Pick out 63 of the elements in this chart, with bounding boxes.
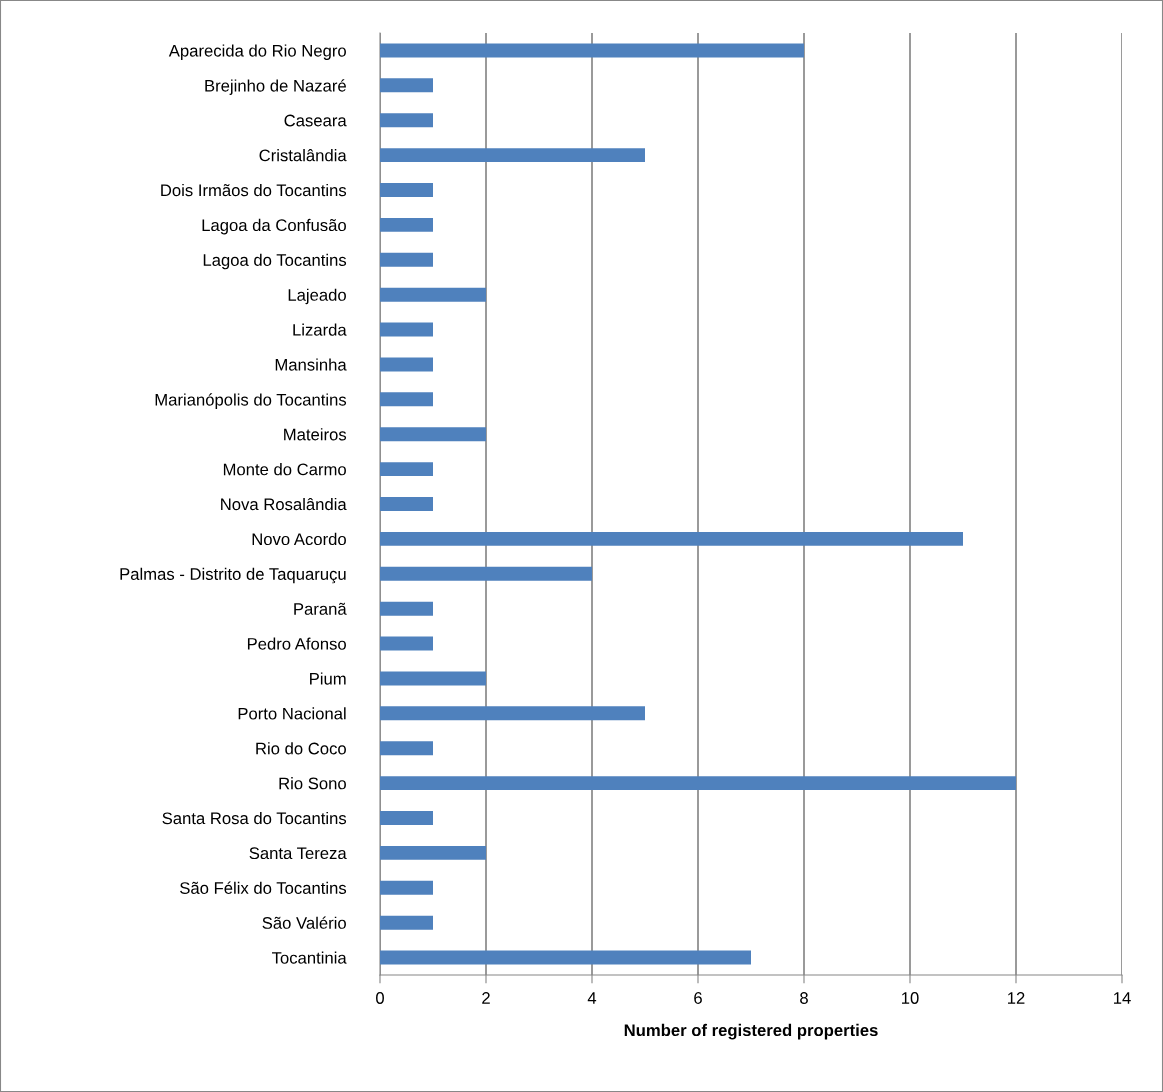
y-tick-label: Santa Tereza [249,847,347,860]
bar [380,706,645,721]
bar [380,148,645,163]
y-tick-label: Novo Acordo [252,532,346,546]
x-axis-title: Number of registered properties [624,1023,878,1040]
y-tick-label: Lizarda [293,323,347,336]
y-tick-label: Mateiros [284,428,347,441]
y-tick-label: Dois Irmãos do Tocantins [161,183,347,197]
bar [380,601,433,616]
y-tick-label: Mansinha [275,358,347,371]
bar [380,915,433,930]
bar [380,566,592,581]
y-tick-label: Rio do Coco [256,742,346,755]
bar [380,811,433,825]
bar [380,217,433,232]
x-tick-label: 0 [376,992,384,1004]
bar [380,113,433,128]
x-tick-label: 12 [1008,992,1025,1004]
bar [380,462,433,477]
bar [380,497,433,511]
x-tick-label: 6 [694,992,702,1004]
bar [380,392,433,407]
bar [380,845,486,860]
y-tick-label: São Valério [262,916,346,929]
bar [380,776,1016,791]
y-tick-label: Brejinho de Nazaré [205,79,346,95]
y-tick-label: Nova Rosalândia [221,497,347,511]
y-tick-label: São Félix do Tocantins [180,881,347,894]
bar [380,671,486,686]
y-tick-label: Lagoa da Confusão [202,218,346,235]
bar [380,78,433,93]
y-tick-label: Palmas - Distrito de Taquaruçu [120,567,346,584]
bar [380,741,433,756]
y-tick-label: Cristalândia [259,149,347,162]
y-tick-label: Pium [310,672,346,685]
y-tick-label: Tocantinia [272,951,347,964]
bar [380,950,751,965]
y-tick-label: Rio Sono [279,777,346,790]
y-tick-label: Aparecida do Rio Negro [168,44,346,60]
y-tick-label: Lagoa do Tocantins [203,253,347,270]
bar [380,636,433,651]
bar [380,880,433,895]
x-tick-label: 4 [587,992,597,1004]
bar [380,252,433,267]
y-tick-label: Marianópolis do Tocantins [155,393,347,409]
bar [380,427,486,442]
bar [380,183,433,197]
bar [380,43,804,58]
x-tick-label: 2 [482,992,490,1004]
x-tick-label: 14 [1114,992,1131,1004]
x-tick-label: 10 [902,992,919,1004]
bar [380,531,963,546]
bar [380,322,433,337]
x-tick-label: 8 [800,992,808,1004]
y-tick-label: Santa Rosa do Tocantins [162,811,347,825]
bar [380,357,433,372]
y-tick-label: Monte do Carmo [223,463,346,476]
y-tick-label: Pedro Afonso [247,637,346,650]
bar [380,287,486,302]
y-tick-label: Lajeado [288,288,346,305]
y-tick-label: Porto Nacional [238,707,346,720]
y-tick-label: Paranã [294,602,347,615]
y-tick-label: Caseara [284,114,347,127]
